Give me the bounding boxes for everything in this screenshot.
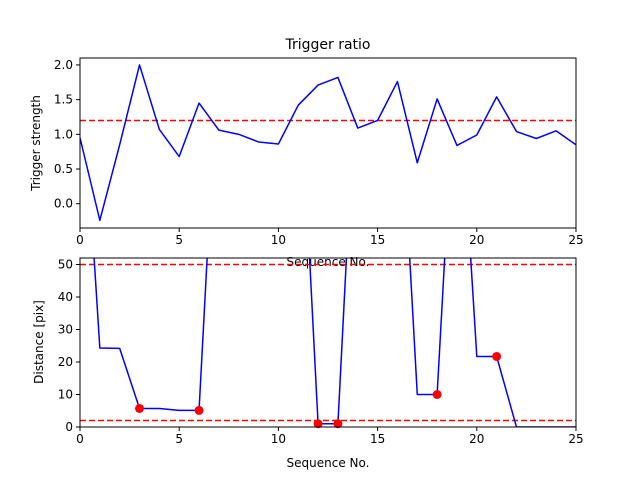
- y-tick-label-3: 1.5: [54, 93, 73, 107]
- marker-points: [135, 351, 502, 429]
- y-tick-label-1: 10: [58, 388, 73, 402]
- x-tick-label-0: 0: [76, 233, 84, 247]
- y-axis-ticks: 0.0 0.5 1.0 1.5 2.0: [54, 58, 80, 211]
- y-axis-label: Distance [pix]: [32, 300, 46, 384]
- x-axis-label: Sequence No.: [287, 456, 370, 470]
- plot-frame: [79, 257, 577, 428]
- x-tick-label-5: 25: [568, 432, 583, 446]
- x-tick-label-5: 25: [568, 233, 583, 247]
- threshold-lines: [80, 263, 576, 422]
- x-tick-label-4: 20: [469, 233, 484, 247]
- series-line-0: [80, 64, 576, 222]
- x-tick-label-2: 10: [271, 233, 286, 247]
- y-tick-label-3: 30: [58, 323, 73, 337]
- marker-point-2: [313, 419, 323, 429]
- chart-title: Trigger ratio: [284, 37, 370, 53]
- series-lines: [93, 258, 576, 427]
- y-tick-label-4: 40: [58, 290, 73, 304]
- series-lines: [80, 64, 576, 222]
- x-tick-label-3: 15: [370, 233, 385, 247]
- y-axis-ticks: 0 10 20 30 40 50: [58, 258, 80, 434]
- marker-point-4: [432, 390, 442, 399]
- y-tick-label-0: 0: [65, 420, 73, 434]
- plot-frame: [79, 57, 577, 229]
- y-tick-label-2: 20: [58, 355, 73, 369]
- x-axis-ticks: 0 5 10 15 20 25: [76, 427, 584, 446]
- marker-point-0: [135, 403, 145, 413]
- chart-trigger-ratio: Trigger ratio 0 5 10 15 20 25 0.0 0.5 1.0 1.5 2.0…: [29, 37, 584, 269]
- x-tick-label-1: 5: [175, 233, 183, 247]
- x-axis-ticks: 0 5 10 15 20 25: [76, 228, 584, 247]
- y-axis-label: Trigger strength: [29, 95, 43, 192]
- series-line-0: [93, 258, 576, 427]
- x-tick-label-3: 15: [370, 432, 385, 446]
- y-tick-label-1: 0.5: [54, 162, 73, 176]
- x-tick-label-1: 5: [175, 432, 183, 446]
- marker-point-1: [194, 405, 204, 415]
- x-tick-label-2: 10: [271, 432, 286, 446]
- x-axis-label: Sequence No.: [287, 255, 370, 269]
- y-tick-label-4: 2.0: [54, 58, 73, 72]
- y-tick-label-5: 50: [58, 258, 73, 272]
- y-tick-label-0: 0.0: [54, 197, 73, 211]
- marker-point-3: [333, 419, 343, 429]
- marker-point-5: [492, 351, 502, 361]
- x-tick-label-0: 0: [76, 432, 84, 446]
- chart-distance: 0 5 10 15 20 25 0 10 20 30 40 50 Sequence No. Dist…: [32, 257, 584, 470]
- y-tick-label-2: 1.0: [54, 127, 73, 141]
- x-tick-label-4: 20: [469, 432, 484, 446]
